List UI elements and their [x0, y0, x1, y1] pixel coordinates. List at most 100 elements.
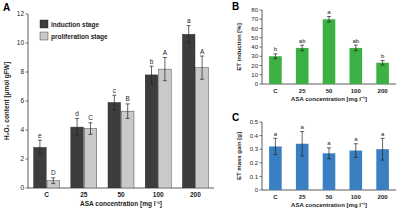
error-cap [75, 118, 79, 119]
error-line [275, 138, 276, 154]
error-bar [354, 45, 358, 51]
error-cap [381, 65, 385, 66]
bar [182, 34, 195, 188]
x-tick-label: C [273, 194, 278, 200]
error-cap [381, 160, 385, 161]
error-cap [112, 109, 116, 110]
error-cap [200, 79, 204, 80]
significance-letter: b [150, 58, 154, 65]
error-line [355, 144, 356, 158]
error-line [302, 132, 303, 156]
error-cap [273, 58, 277, 59]
legend-swatch [40, 20, 48, 28]
error-bar [327, 148, 331, 159]
bar [323, 153, 336, 190]
error-bar [187, 26, 191, 43]
bars [269, 132, 389, 190]
legend-label: proliferation stage [51, 33, 108, 41]
legend: induction stage proliferation stage [40, 20, 108, 41]
bar [323, 19, 336, 84]
error-line [355, 45, 356, 51]
error-cap [112, 95, 116, 96]
y-tick-label: 8 [20, 68, 24, 75]
significance-letter: A [163, 49, 168, 56]
error-cap [381, 138, 385, 139]
error-cap [126, 118, 130, 119]
y-axis-label: ET induction [%] [236, 23, 242, 70]
error-cap [163, 57, 167, 58]
error-line [90, 123, 91, 135]
error-line [188, 26, 189, 43]
panel: C00.10.20.30.40.5C2550100200ASA concentr… [232, 112, 396, 208]
y-axis-label: ET mass gain [g] [236, 132, 242, 180]
significance-letter: a [327, 9, 331, 15]
y-tick-label: 0.1 [250, 174, 259, 180]
error-cap [200, 56, 204, 57]
y-axis-label: H₂O₂ content [µmol gFW] [3, 62, 11, 140]
error-bar [75, 118, 79, 135]
significance-letter: a [327, 140, 331, 146]
error-bar [112, 95, 116, 110]
legend-label: induction stage [51, 21, 99, 29]
figure: A024681012C2550100200ASA concentration [… [0, 0, 400, 219]
bars [34, 26, 209, 188]
y-tick-label: 4 [20, 126, 24, 133]
x-tick-label: 200 [378, 194, 389, 200]
panel-label: B [232, 1, 239, 12]
error-cap [354, 50, 358, 51]
significance-letter: a [354, 136, 358, 142]
error-bar [163, 58, 167, 81]
error-cap [126, 103, 130, 104]
bar [108, 102, 121, 188]
y-tick-label: 0 [255, 81, 259, 87]
panel: B01020304050607080C2550100200ASA concent… [232, 1, 396, 102]
bar [121, 111, 134, 188]
significance-letter: A [200, 48, 205, 55]
error-cap [327, 158, 331, 159]
x-tick-label: 50 [117, 191, 125, 198]
error-line [164, 58, 165, 81]
y-tick-label: 10 [17, 39, 25, 46]
x-axis-label: ASA concentration [mg l⁻¹] [80, 200, 162, 208]
labels: aaaaa [274, 124, 385, 146]
error-bar [126, 104, 130, 119]
error-line [275, 54, 276, 59]
error-line [151, 66, 152, 83]
error-cap [51, 177, 55, 178]
significance-letter: d [75, 110, 79, 117]
error-cap [327, 147, 331, 148]
y-tick-label: 0 [255, 187, 259, 193]
x-axis-label: ASA concentration [mg l⁻¹] [291, 96, 367, 102]
y-tick-label: 70 [251, 16, 258, 22]
x-axis-label: ASA concentration [mg l⁻¹] [291, 202, 367, 208]
error-cap [51, 183, 55, 184]
error-line [114, 95, 115, 110]
error-cap [300, 156, 304, 157]
error-cap [300, 50, 304, 51]
error-bar [300, 45, 304, 51]
y-tick-label: 40 [251, 44, 258, 50]
error-cap [273, 138, 277, 139]
y-tick-label: 12 [17, 10, 25, 17]
error-line [329, 16, 330, 22]
bar [376, 63, 389, 84]
error-line [39, 140, 40, 155]
y-tick-label: 6 [20, 97, 24, 104]
error-cap [354, 157, 358, 158]
significance-letter: b [274, 46, 278, 52]
error-line [302, 45, 303, 51]
labels: babaabb [274, 9, 385, 59]
y-tick-label: 0.2 [250, 160, 259, 166]
error-bar [150, 66, 154, 83]
error-cap [150, 83, 154, 84]
error-bar [200, 56, 204, 79]
error-line [382, 138, 383, 160]
y-tick-label: 80 [251, 7, 258, 13]
significance-letter: e [38, 132, 42, 139]
significance-letter: b [381, 53, 385, 59]
significance-letter: ab [299, 38, 306, 44]
error-cap [163, 80, 167, 81]
error-line [202, 56, 203, 79]
error-line [382, 60, 383, 65]
error-bar [381, 60, 385, 65]
